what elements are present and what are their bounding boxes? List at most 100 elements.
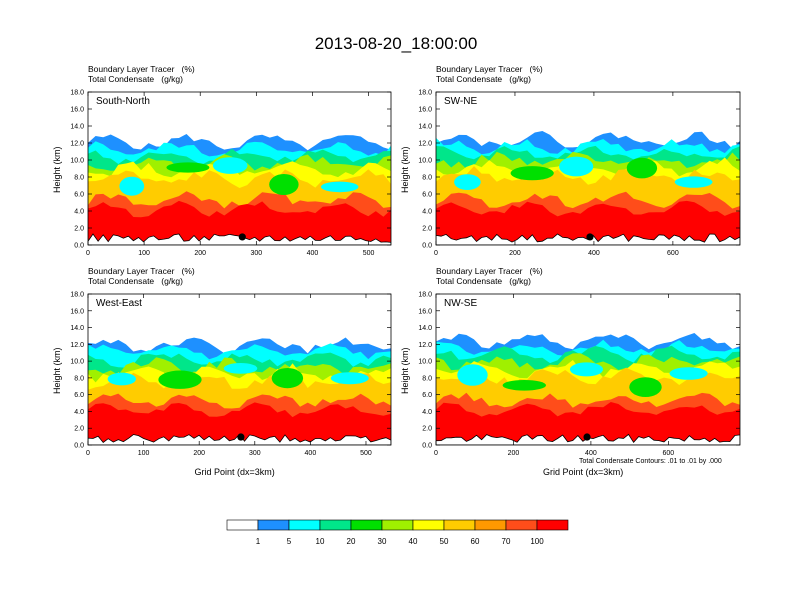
tracer-blob [510,166,554,181]
tracer-blob [629,377,662,397]
panel-west-east: Boundary Layer Tracer (%) Total Condensat… [52,266,392,477]
colorbar-swatch [474,519,507,531]
y-tick-label: 12.0 [418,141,432,148]
x-tick-label: 400 [305,450,317,457]
x-tick-label: 400 [585,450,597,457]
location-marker [237,433,245,441]
plot-frame [87,293,392,446]
colorbar-label: 10 [316,537,325,546]
y-tick-label: 2.0 [422,226,432,233]
y-tick-label: 16.0 [418,107,432,114]
y-tick-label: 14.0 [70,124,84,131]
panel-subtitle-tracer: Boundary Layer Tracer (%) [436,64,543,74]
y-tick-label: 14.0 [418,124,432,131]
heatmap-plot: 0.0 2.0 4.0 6.0 8.0 10.0 12.0 14.0 16.0 18.0 0 100 2… [70,90,392,257]
contour-note: Total Condensate Contours: .01 to .01 by… [579,458,722,465]
y-tick-label: 0.0 [422,243,432,250]
y-tick-label: 6.0 [422,192,432,199]
panel-subtitle-tracer: Boundary Layer Tracer (%) [436,266,543,276]
colorbar-swatch [412,519,445,531]
colorbar-label: 60 [471,537,480,546]
colorbar-swatch [536,519,569,531]
x-tick-label: 0 [434,250,438,257]
y-axis-label: Height (km) [52,346,62,394]
y-tick-label: 6.0 [74,392,84,399]
plot-frame [87,91,392,246]
y-tick-label: 10.0 [70,158,84,165]
x-tick-label: 0 [86,450,90,457]
tracer-blob [330,372,369,385]
y-tick-label: 8.0 [74,175,84,182]
y-tick-label: 0.0 [74,243,84,250]
y-tick-label: 4.0 [422,209,432,216]
tracer-blob [669,367,708,380]
panel-sw-ne: Boundary Layer Tracer (%) Total Condensat… [400,64,741,257]
x-tick-label: 100 [138,450,150,457]
colorbar-swatch [226,519,259,531]
y-tick-label: 10.0 [418,359,432,366]
x-tick-label: 200 [508,450,520,457]
y-tick-label: 8.0 [74,375,84,382]
tracer-band [88,402,391,445]
y-axis-label: Height (km) [400,346,410,394]
x-tick-label: 300 [250,250,262,257]
tracer-blob [674,176,713,188]
y-tick-label: 4.0 [422,409,432,416]
location-marker [583,433,591,441]
y-tick-label: 18.0 [418,90,432,97]
tracer-blob [119,176,145,196]
panel-subtitle-condensate: Total Condensate (g/kg) [88,74,183,84]
colorbar-label: 1 [256,537,261,546]
panel-subtitle-tracer: Boundary Layer Tracer (%) [88,266,195,276]
y-tick-label: 16.0 [70,107,84,114]
colorbar-label: 30 [378,537,387,546]
x-tick-label: 0 [86,250,90,257]
y-tick-label: 10.0 [70,359,84,366]
x-tick-label: 300 [249,450,261,457]
y-tick-label: 18.0 [418,292,432,299]
location-marker [586,233,594,241]
y-tick-label: 6.0 [74,192,84,199]
panel-subtitle-condensate: Total Condensate (g/kg) [88,276,183,286]
panel-subtitle-condensate: Total Condensate (g/kg) [436,74,531,84]
y-tick-label: 4.0 [74,209,84,216]
y-axis-label: Height (km) [52,145,62,193]
colorbar: 1 5 10 20 30 40 50 60 70 100 [226,519,569,546]
x-tick-label: 200 [509,250,521,257]
tracer-blob [166,162,210,173]
tracer-blob [107,372,136,386]
y-tick-label: 6.0 [422,392,432,399]
colorbar-swatch [381,519,414,531]
panel-label: South-North [96,96,150,107]
x-tick-label: 500 [360,450,372,457]
x-tick-label: 500 [363,250,375,257]
colorbar-label: 40 [409,537,418,546]
x-tick-label: 0 [434,450,438,457]
tracer-blob [271,368,304,389]
colorbar-label: 100 [530,537,544,546]
y-tick-label: 8.0 [422,375,432,382]
panel-label: SW-NE [444,96,477,107]
x-tick-label: 100 [138,250,150,257]
panel-nw-se: Boundary Layer Tracer (%) Total Condensat… [400,266,741,477]
y-tick-label: 2.0 [74,426,84,433]
x-tick-label: 200 [193,450,205,457]
y-tick-label: 16.0 [70,308,84,315]
x-tick-label: 400 [307,250,319,257]
colorbar-swatch [257,519,290,531]
y-tick-label: 14.0 [70,325,84,332]
y-axis-label: Height (km) [400,145,410,193]
tracer-band [436,200,740,245]
colorbar-label: 5 [287,537,292,546]
y-tick-label: 18.0 [70,90,84,97]
heatmap-plot: 0.0 2.0 4.0 6.0 8.0 10.0 12.0 14.0 16.0 18.0 0 200 4… [418,90,741,257]
plot-frame [435,91,741,246]
tracer-band [436,402,740,445]
colorbar-swatch [319,519,352,531]
heatmap-plot: 0.0 2.0 4.0 6.0 8.0 10.0 12.0 14.0 16.0 18.0 0 200 4… [418,292,741,457]
tracer-blob [559,156,594,177]
colorbar-swatch [443,519,476,531]
tracer-blob [626,157,658,179]
colorbar-label: 50 [440,537,449,546]
tracer-blob [212,157,248,174]
